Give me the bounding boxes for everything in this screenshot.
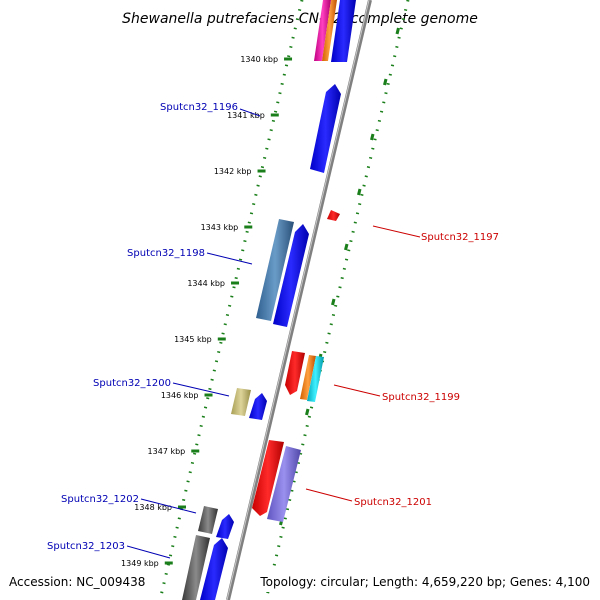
tick-label-1340: 1340 kbp — [240, 55, 278, 64]
tick-label-1347: 1347 kbp — [148, 447, 186, 456]
genome-summary-text: Topology: circular; Length: 4,659,220 bp… — [259, 575, 590, 589]
gene-label-1202[interactable]: Sputcn32_1202 — [61, 494, 139, 505]
gene-sputcn32-1196[interactable] — [310, 84, 341, 173]
genome-backbone-highlight — [226, 0, 370, 600]
tick-label-1341: 1341 kbp — [227, 111, 265, 120]
tick-label-1346: 1346 kbp — [161, 391, 199, 400]
footer-left-bg — [0, 570, 160, 592]
gene-label-1200[interactable]: Sputcn32_1200 — [93, 378, 171, 389]
tick-label-1345: 1345 kbp — [174, 335, 212, 344]
cds-top-blue[interactable] — [331, 0, 356, 62]
gene-label-1197[interactable]: Sputcn32_1197 — [421, 232, 499, 243]
gene-label-1203[interactable]: Sputcn32_1203 — [47, 541, 125, 552]
cluster-top-partial[interactable] — [314, 0, 356, 62]
accession-text: Accession: NC_009438 — [9, 575, 145, 589]
gene-sputcn32-1197[interactable] — [327, 210, 340, 221]
map-title: Shewanella putrefaciens CN-32, complete … — [122, 11, 478, 27]
gene-sputcn32-1203[interactable] — [182, 535, 210, 600]
gene-sputcn32-1200[interactable] — [231, 388, 251, 416]
cds-1203-blue[interactable] — [200, 538, 228, 600]
cds-1199-cyan[interactable] — [307, 356, 324, 402]
gene-label-1196[interactable]: Sputcn32_1196 — [160, 102, 238, 113]
tick-label-1343: 1343 kbp — [201, 223, 239, 232]
gene-sputcn32-1198-adjacent[interactable] — [273, 224, 309, 327]
tick-label-1342: 1342 kbp — [214, 167, 252, 176]
cds-1202-blue[interactable] — [216, 514, 234, 539]
label-leaders — [126, 108, 421, 559]
gene-sputcn32-1199[interactable] — [285, 351, 305, 395]
genome-backbone — [226, 0, 372, 600]
gene-label-1199[interactable]: Sputcn32_1199 — [382, 392, 460, 403]
tick-label-1349: 1349 kbp — [121, 559, 159, 568]
outer-ruler-ring — [264, 0, 410, 600]
gene-sputcn32-1198[interactable] — [256, 219, 294, 321]
tick-marks: 1340 kbp 1341 kbp 1342 kbp 1343 kbp 1344 kbp… — [121, 55, 293, 568]
inner-ruler-ring — [158, 0, 304, 600]
footer-right-bg — [255, 570, 600, 592]
gene-sputcn32-1202[interactable] — [198, 506, 218, 534]
cds-top-orange[interactable] — [322, 0, 337, 61]
cds-1200-blue[interactable] — [249, 393, 267, 420]
gene-sputcn32-1201[interactable] — [252, 440, 284, 516]
tick-label-1344: 1344 kbp — [187, 279, 225, 288]
tick-label-1348: 1348 kbp — [134, 503, 172, 512]
cds-1199-orange[interactable] — [300, 355, 316, 400]
cds-1201-purple[interactable] — [267, 446, 301, 522]
cds-top-magenta[interactable] — [314, 0, 331, 61]
gene-label-1198[interactable]: Sputcn32_1198 — [127, 248, 205, 259]
gene-label-1201[interactable]: Sputcn32_1201 — [354, 497, 432, 508]
